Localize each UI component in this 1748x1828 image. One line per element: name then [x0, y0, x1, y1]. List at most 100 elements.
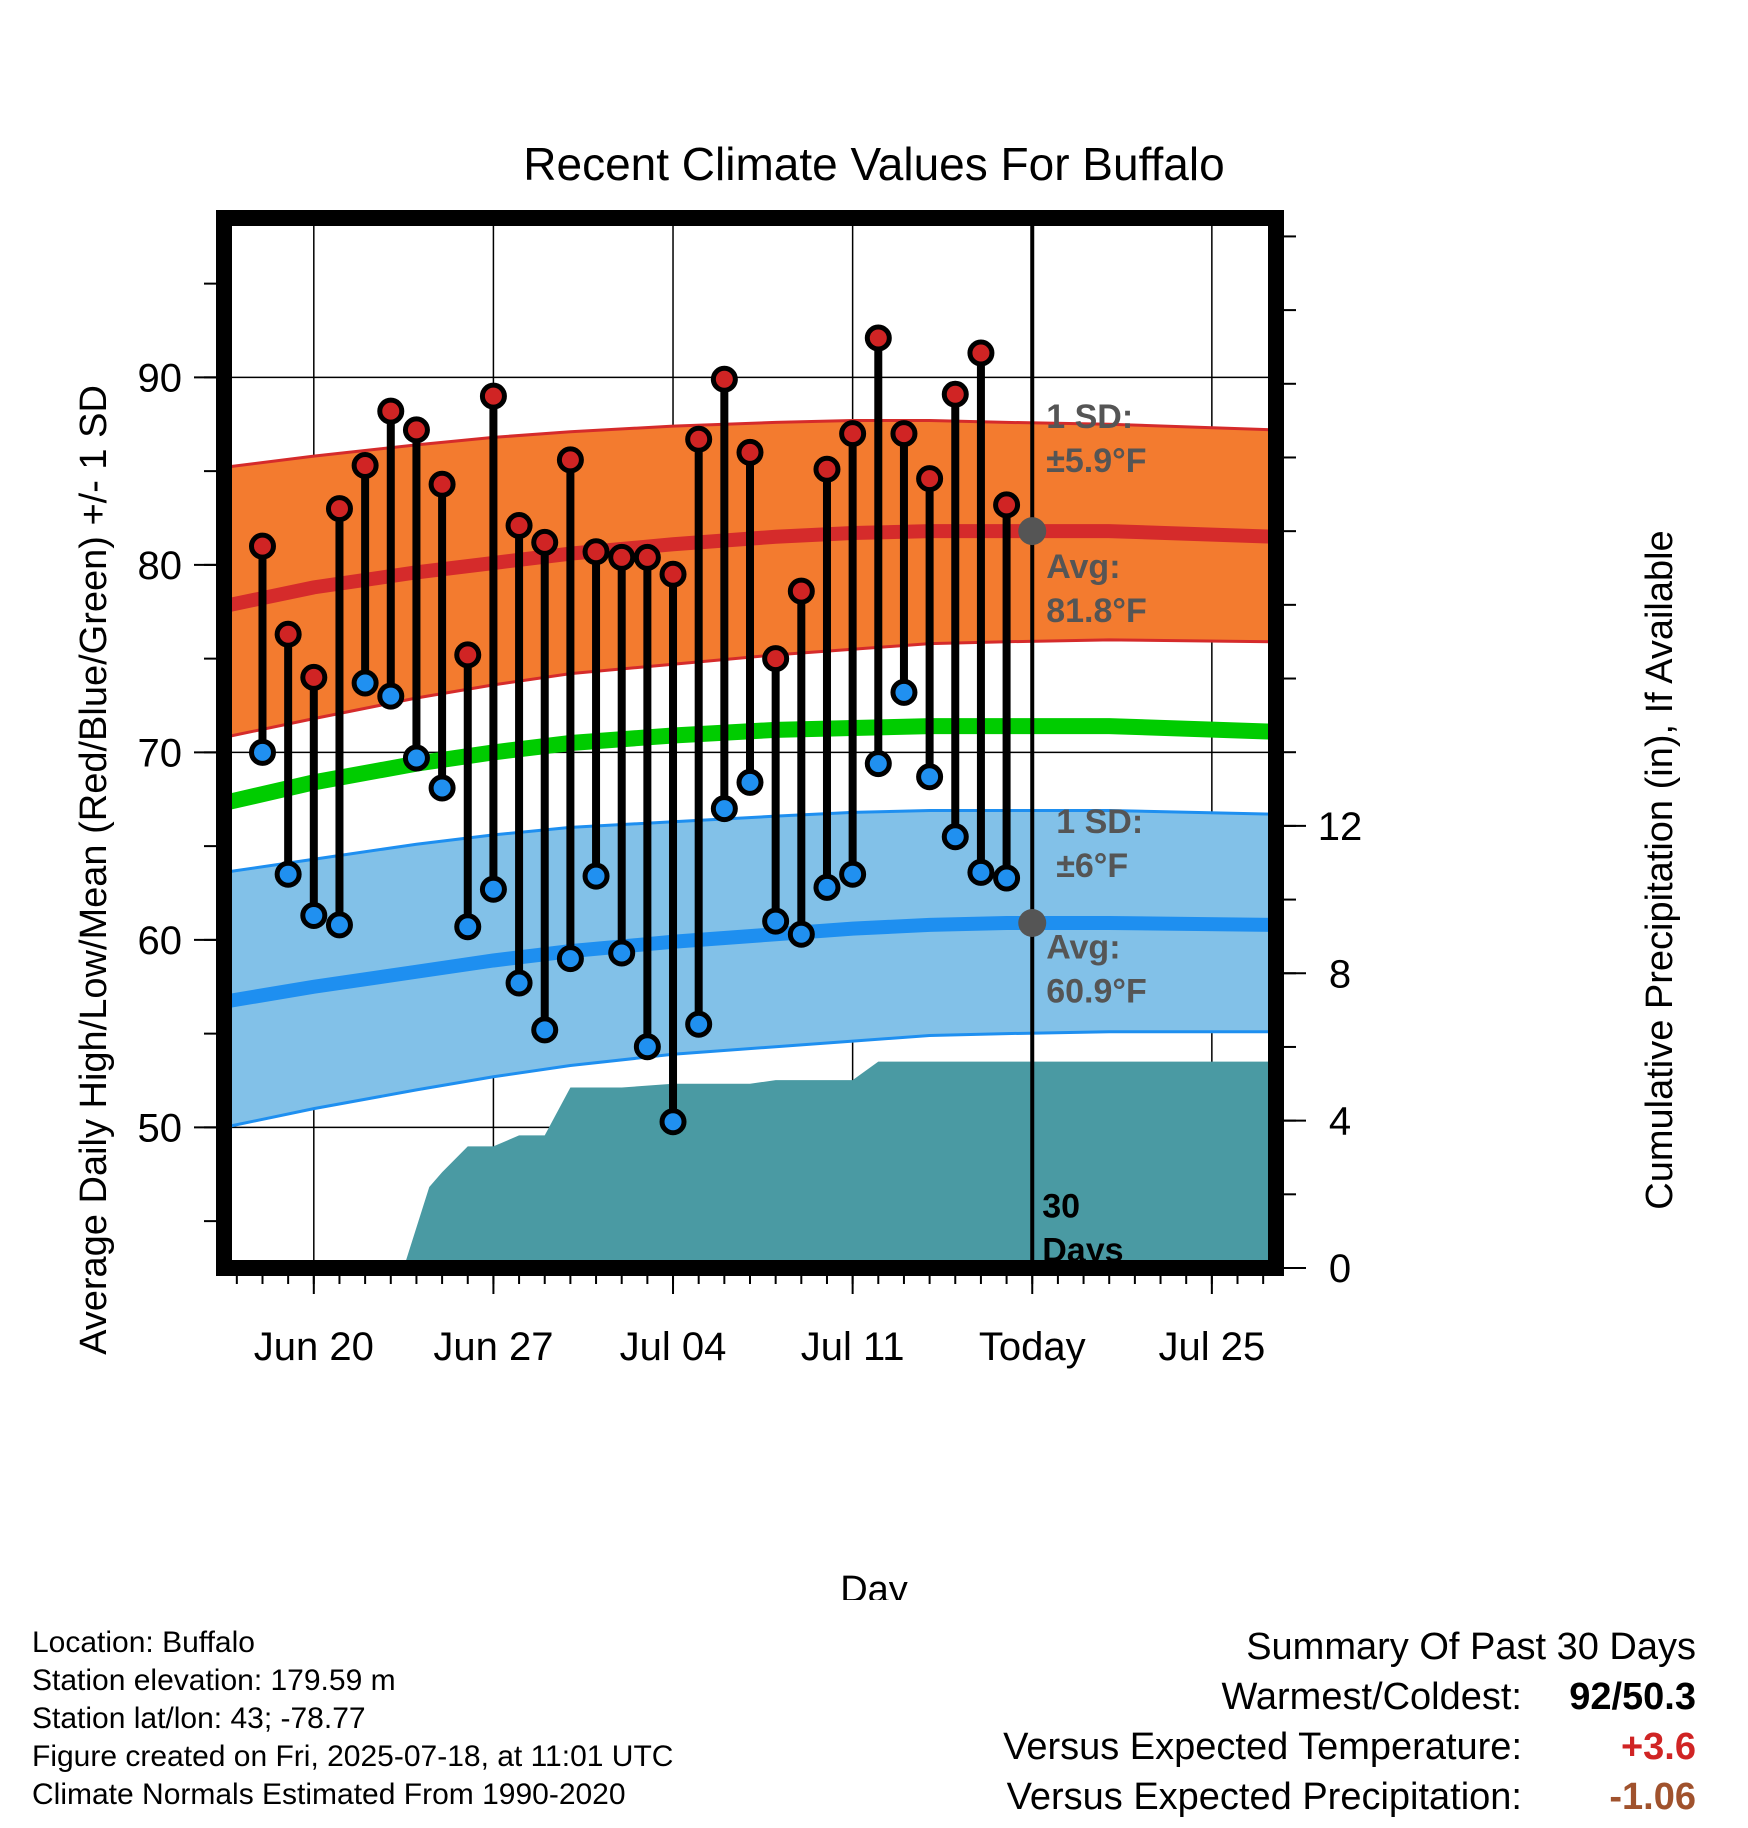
x-tick-label: Jul 25: [1158, 1325, 1265, 1369]
station-elevation: Station elevation: 179.59 m: [32, 1664, 396, 1697]
high-sd-label: 1 SD: ±5.9°F: [1046, 398, 1146, 480]
plot-frame: [216, 210, 1284, 1276]
y-tick-label: 90: [138, 356, 183, 400]
daily-high-point: [685, 425, 713, 453]
daily-high-point: [248, 532, 276, 560]
climate-chart: Recent Climate Values For Buffalo 1 SD: ±…: [73, 138, 1681, 1600]
daily-high-point: [454, 641, 482, 669]
y2-axis-label: Cumulative Precipitation (in), If Availa…: [1639, 530, 1681, 1209]
y2-tick-label: 12: [1318, 805, 1363, 849]
daily-high-point: [839, 420, 867, 448]
daily-low-point: [428, 774, 456, 802]
low-sd-band-lower-edge: [223, 1030, 1276, 1129]
high-avg-label: Avg: 81.8°F: [1046, 548, 1147, 630]
daily-high-point: [941, 380, 969, 408]
daily-high-point: [864, 324, 892, 352]
daily-high-point: [479, 382, 507, 410]
station-info: Location: Buffalo Station elevation: 179…: [32, 1624, 673, 1814]
normals-period: Climate Normals Estimated From 1990-2020: [32, 1778, 626, 1811]
daily-low-point: [736, 768, 764, 796]
daily-low-point: [967, 858, 995, 886]
daily-high-point: [787, 577, 815, 605]
daily-low-point: [454, 913, 482, 941]
summary-temp: Versus Expected Temperature: +3.6: [1003, 1722, 1696, 1772]
daily-low-point: [890, 678, 918, 706]
daily-high-point: [659, 560, 687, 588]
daily-low-point: [377, 682, 405, 710]
daily-high-point: [762, 645, 790, 673]
daily-low-point: [941, 823, 969, 851]
daily-low-point: [351, 669, 379, 697]
temp-value: +3.6: [1620, 1726, 1696, 1768]
daily-high-point: [967, 339, 995, 367]
y-tick-label: 50: [138, 1106, 183, 1150]
warm-cold-value: 92/50.3: [1569, 1676, 1696, 1718]
warm-cold-label: Warmest/Coldest:: [1221, 1676, 1522, 1718]
daily-high-point: [377, 397, 405, 425]
daily-high-point: [890, 420, 918, 448]
chart-title: Recent Climate Values For Buffalo: [523, 138, 1224, 190]
station-latlon: Station lat/lon: 43; -78.77: [32, 1702, 366, 1735]
daily-low-point: [659, 1108, 687, 1136]
daily-high-point: [993, 491, 1021, 519]
y-tick-label: 60: [138, 919, 183, 963]
daily-low-point: [325, 911, 353, 939]
x-tick-label: Today: [979, 1325, 1086, 1369]
daily-low-point: [685, 1010, 713, 1038]
daily-low-point: [762, 907, 790, 935]
low-avg-label: Avg: 60.9°F: [1046, 929, 1147, 1011]
high-avg-marker: [1018, 517, 1047, 546]
daily-low-point: [993, 864, 1021, 892]
figure-created: Figure created on Fri, 2025-07-18, at 11…: [32, 1740, 674, 1773]
daily-low-point: [505, 969, 533, 997]
daily-low-point: [582, 862, 610, 890]
y-tick-label: 80: [138, 544, 183, 588]
x-tick-label: Jul 11: [801, 1325, 905, 1369]
precip-area: [403, 1061, 1276, 1268]
y2-tick-label: 8: [1329, 952, 1351, 996]
x-tick-label: Jul 04: [620, 1325, 727, 1369]
low-avg-marker: [1018, 909, 1047, 937]
daily-low-point: [710, 795, 738, 823]
daily-low-point: [556, 945, 584, 973]
daily-low-point: [300, 902, 328, 929]
y2-tick-label: 4: [1329, 1100, 1351, 1144]
summary-warm-cold: Warmest/Coldest: 92/50.3: [1003, 1672, 1696, 1722]
daily-high-point: [402, 416, 430, 444]
daily-low-point: [274, 860, 302, 888]
daily-high-point: [916, 465, 944, 493]
daily-low-point: [633, 1033, 661, 1061]
plot-area: 1 SD: ±5.9°F Avg: 81.8°F 1 SD: ±6°F Avg: 60.9°F…: [138, 210, 1363, 1369]
daily-low-point: [813, 873, 841, 901]
daily-low-point: [787, 920, 815, 948]
x-tick-label: Jun 20: [254, 1325, 374, 1369]
daily-high-point: [325, 495, 353, 523]
daily-high-point: [300, 663, 328, 691]
daily-high-point: [813, 455, 841, 483]
y-axis-label: Average Daily High/Low/Mean (Red/Blue/Gr…: [73, 385, 115, 1355]
summary-title: Summary Of Past 30 Days: [1246, 1626, 1696, 1668]
daily-high-point: [582, 538, 610, 566]
daily-high-point: [351, 452, 379, 479]
daily-low-point: [864, 750, 892, 778]
daily-high-point: [556, 446, 584, 474]
daily-high-point: [710, 365, 738, 393]
station-location: Location: Buffalo: [32, 1626, 255, 1659]
daily-high-point: [505, 512, 533, 539]
daily-high-point: [531, 528, 559, 556]
summary-panel: Summary Of Past 30 Days Warmest/Coldest:…: [1003, 1622, 1696, 1822]
daily-high-point: [633, 543, 661, 571]
daily-low-point: [531, 1016, 559, 1044]
x-axis-label: Day: [840, 1569, 908, 1600]
low-sd-label: 1 SD: ±6°F: [1056, 803, 1143, 885]
daily-low-point: [402, 744, 430, 772]
precip-value: -1.06: [1609, 1776, 1696, 1818]
daily-high-point: [274, 620, 302, 648]
precip-label: Versus Expected Precipitation:: [1006, 1776, 1522, 1818]
daily-low-point: [916, 763, 944, 791]
daily-high-point: [608, 543, 636, 571]
daily-high-point: [428, 470, 456, 498]
y2-tick-label: 0: [1329, 1247, 1351, 1291]
x-tick-label: Jun 27: [433, 1325, 553, 1369]
daily-low-point: [839, 860, 867, 888]
